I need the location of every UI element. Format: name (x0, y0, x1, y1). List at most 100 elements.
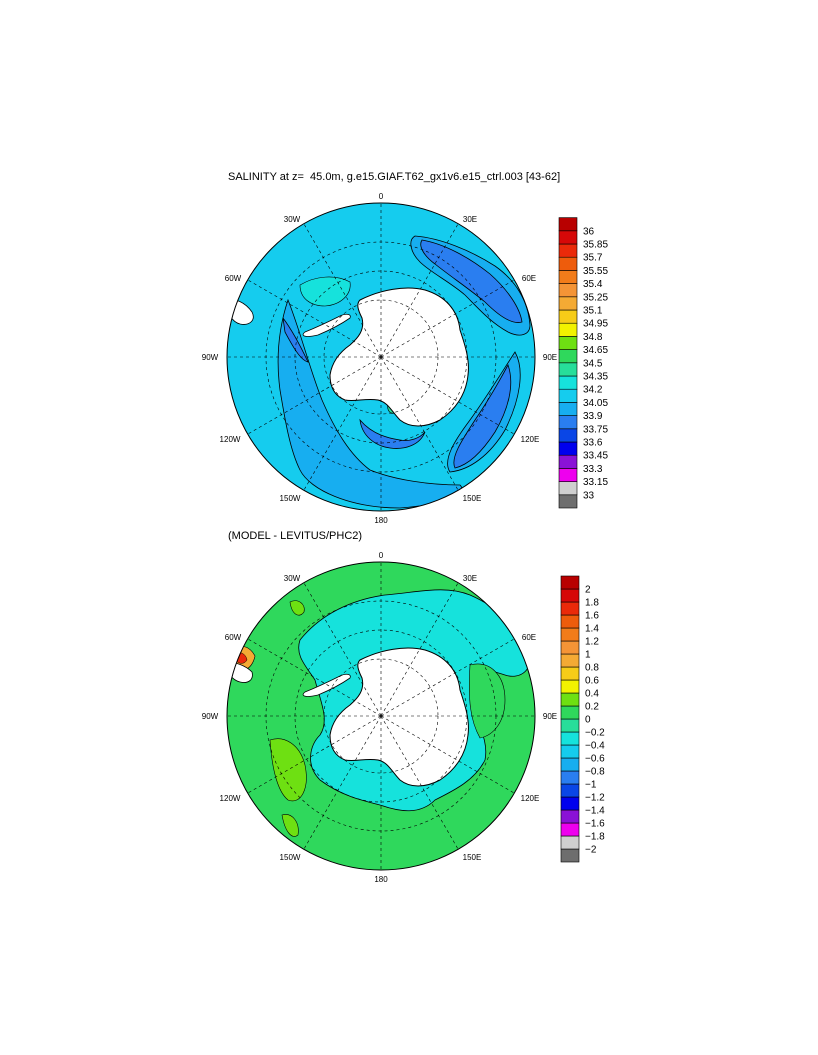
difference-high-patch-pacific (269, 738, 307, 802)
lon2-label-150w: 150W (280, 853, 301, 862)
salinity-colorbar-swatch (558, 270, 578, 284)
difference-grid-lines (227, 562, 535, 870)
lon2-label-30e: 30E (463, 574, 477, 583)
salinity-longitude-labels: 0 30E 60E 90E 120E 150E 180 150W 120W 90… (202, 192, 557, 525)
salinity-coastal-fresh-band (359, 418, 426, 449)
salinity-colorbar-tick-label: 35.55 (583, 266, 608, 277)
lon-label-90e: 90E (543, 353, 557, 362)
salinity-colorbar-tick-label: 35.1 (583, 306, 603, 317)
difference-map-boundary (226, 561, 536, 871)
salinity-colorbar-swatch (558, 441, 578, 456)
difference-polar-map: 0 30E 60E 90E 120E 150E 180 150W 120W 90… (202, 551, 605, 884)
antarctic-peninsula-2 (302, 673, 351, 697)
salinity-colorbar-swatch (558, 336, 578, 350)
salinity-colorbar-swatch (558, 349, 578, 364)
salinity-colorbar-tick-label: 33.75 (583, 424, 608, 435)
salinity-colorbar-swatch (558, 296, 578, 311)
salinity-colorbar-tick-label: 33.6 (583, 438, 603, 449)
lon-label-30w: 30W (284, 215, 301, 224)
difference-colorbar-tick-label: −0.8 (585, 767, 605, 778)
salinity-colorbar-swatch (558, 283, 578, 298)
difference-colorbar-tick-label: 0.6 (585, 676, 599, 687)
difference-colorbar-tick-label: −1.4 (585, 806, 605, 817)
lon-label-60w: 60W (225, 274, 242, 283)
salinity-colorbar-tick-label: 35.7 (583, 253, 603, 264)
difference-colorbar-tick-label: 1 (585, 650, 591, 661)
salinity-colorbar-tick-label: 33.45 (583, 451, 608, 462)
salinity-map-title: SALINITY at z= 45.0m, g.e15.GIAF.T62_gx1… (228, 171, 561, 183)
salinity-colorbar-tick-label: 33.9 (583, 411, 603, 422)
salinity-grid-lines (227, 203, 535, 511)
difference-colorbar-tick-label: 1.8 (585, 598, 599, 609)
salinity-colorbar-tick-label: 34.05 (583, 398, 608, 409)
difference-colorbar-swatch (560, 666, 580, 681)
difference-colorbar-swatch (560, 835, 580, 850)
difference-colorbar-tick-label: −1.2 (585, 793, 605, 804)
lon-label-120w: 120W (220, 435, 241, 444)
salinity-lowest-region-indian (453, 364, 512, 469)
salinity-colorbar-tick-label: 34.5 (583, 358, 603, 369)
salinity-colorbar-swatch (558, 402, 578, 416)
lon-label-150w: 150W (280, 494, 301, 503)
salinity-colorbar: 33 33.15 33.3 33.45 33.6 33.75 33.9 34.05 34.2 34… (558, 217, 608, 509)
difference-colorbar-swatch (560, 822, 580, 837)
difference-colorbar-swatch (560, 783, 580, 798)
difference-colorbar-swatch (560, 770, 580, 785)
salinity-colorbar-swatch (558, 415, 578, 430)
difference-colorbar-tick-label: 1.4 (585, 624, 599, 635)
difference-colorbar-swatch (560, 627, 580, 642)
difference-colorbar-swatch (560, 653, 580, 668)
lon-label-180: 180 (374, 516, 388, 525)
difference-colorbar-tick-label: 0.8 (585, 663, 599, 674)
salinity-colorbar-swatch (558, 481, 578, 496)
difference-colorbar-swatch (560, 718, 580, 733)
lon-label-0: 0 (379, 192, 384, 201)
difference-colorbar-swatch (560, 575, 580, 590)
salinity-colorbar-tick-label: 35.25 (583, 292, 608, 303)
salinity-colorbar-swatch (558, 309, 578, 324)
difference-colorbar-tick-label: −1.8 (585, 832, 605, 843)
difference-colorbar-swatch (560, 796, 580, 811)
salinity-colorbar-swatch (558, 230, 578, 245)
lon2-label-60w: 60W (225, 633, 242, 642)
salinity-polar-map: 0 30E 60E 90E 120E 150E 180 150W 120W 90… (202, 192, 609, 525)
lon2-label-120e: 120E (521, 794, 540, 803)
salinity-colorbar-tick-label: 33.3 (583, 464, 603, 475)
salinity-colorbar-tick-label: 34.35 (583, 372, 608, 383)
difference-colorbar-tick-label: 1.6 (585, 611, 599, 622)
lon-label-120e: 120E (521, 435, 540, 444)
difference-colorbar-tick-label: 0.4 (585, 689, 599, 700)
lon2-label-180: 180 (374, 875, 388, 884)
lon-label-30e: 30E (463, 215, 477, 224)
difference-colorbar-swatch (560, 601, 580, 616)
salinity-colorbar-tick-label: 35.4 (583, 279, 603, 290)
difference-colorbar-tick-label: −0.4 (585, 741, 605, 752)
difference-colorbar-swatch (560, 848, 580, 863)
difference-high-patch-atlantic (289, 600, 305, 616)
difference-colorbar-swatch (560, 614, 580, 629)
difference-colorbar-tick-label: 1.2 (585, 637, 599, 648)
salinity-colorbar-swatch (558, 322, 578, 337)
difference-colorbar-swatch (560, 731, 580, 746)
difference-colorbar-swatch (560, 679, 580, 694)
salinity-colorbar-tick-label: 33 (583, 490, 595, 501)
difference-colorbar: −2 −1.8 −1.6 −1.4 −1.2 −1 −0.8 −0.6 −0.4 −0.2 0 0.2… (560, 575, 605, 863)
lon2-label-90w: 90W (202, 712, 219, 721)
difference-colorbar-swatch (560, 809, 580, 824)
salinity-colorbar-swatch (558, 494, 578, 509)
salinity-colorbar-swatch (558, 256, 578, 271)
salinity-colorbar-tick-label: 33.15 (583, 477, 608, 488)
salinity-colorbar-tick-label: 34.8 (583, 332, 603, 343)
difference-colorbar-swatch (560, 705, 580, 720)
difference-colorbar-tick-label: 0 (585, 715, 591, 726)
lon2-label-0: 0 (379, 551, 384, 560)
difference-colorbar-tick-label: −1 (585, 780, 597, 791)
lon2-label-120w: 120W (220, 794, 241, 803)
salinity-colorbar-swatch (558, 428, 578, 443)
salinity-colorbar-swatch (558, 454, 578, 469)
salinity-colorbar-swatch (558, 388, 578, 403)
lon2-label-60e: 60E (522, 633, 536, 642)
difference-map-title: (MODEL - LEVITUS/PHC2) (228, 530, 363, 542)
difference-colorbar-tick-label: −0.2 (585, 728, 605, 739)
salinity-map-boundary (226, 202, 536, 512)
